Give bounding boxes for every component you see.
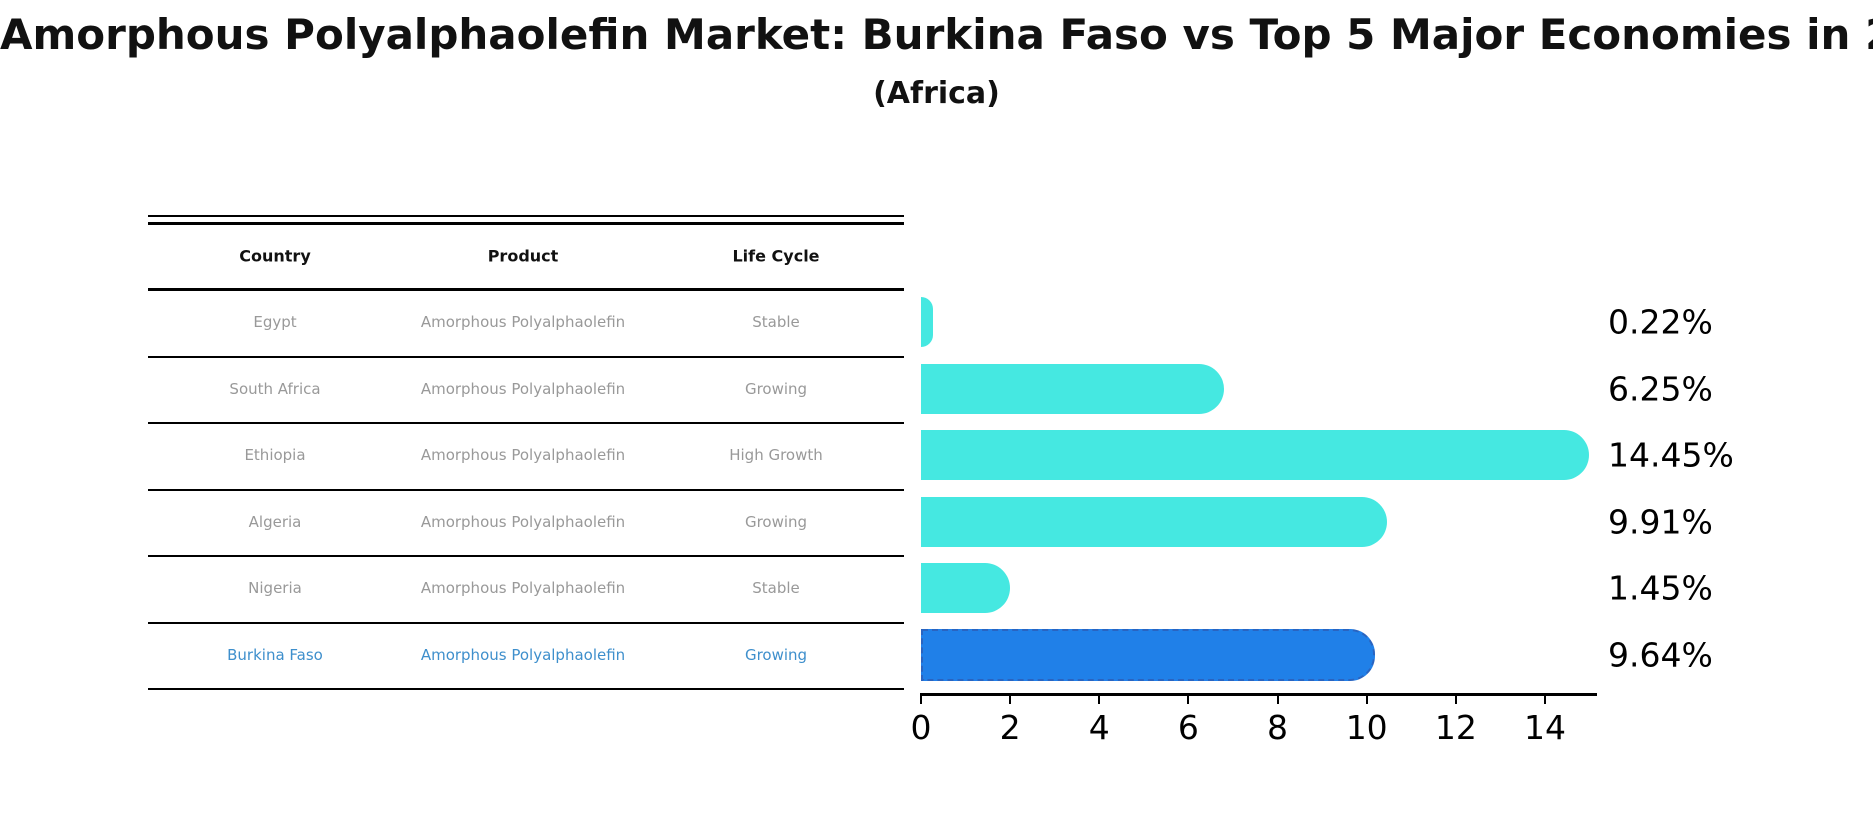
table-row-separator	[148, 555, 904, 558]
table-cell-product: Amorphous Polyalphaolefin	[420, 446, 626, 464]
table-cell-life-cycle: Growing	[744, 645, 808, 664]
table-cell-country: Algeria	[248, 512, 302, 531]
table-row-separator	[148, 488, 904, 491]
bar-value-label: 1.45%	[1608, 568, 1713, 608]
bar-value-label: 6.25%	[1608, 369, 1713, 408]
table-cell-country: Burkina Faso	[227, 645, 323, 664]
x-axis-line	[921, 693, 1597, 696]
x-tick-mark	[920, 693, 922, 704]
table-cell-product: Amorphous Polyalphaolefin	[420, 379, 626, 398]
table-cell-country: South Africa	[229, 379, 321, 398]
x-tick-mark	[1009, 693, 1012, 704]
table-cell-product: Amorphous Polyalphaolefin	[420, 313, 626, 331]
x-tick-mark	[1365, 693, 1368, 704]
table-cell-product: Amorphous Polyalphaolefin	[420, 645, 626, 664]
table-row-separator	[148, 422, 904, 425]
column-header-life-cycle: Life Cycle	[732, 246, 820, 266]
bar-value-label: 9.91%	[1608, 502, 1713, 541]
x-tick-label: 12	[1434, 708, 1477, 747]
bar-ethiopia	[921, 430, 1589, 480]
x-tick-label: 2	[999, 708, 1021, 747]
x-tick-mark	[1454, 693, 1457, 704]
table-cell-life-cycle: High Growth	[729, 446, 823, 464]
bar-nigeria	[921, 563, 1010, 613]
x-tick-label: 10	[1345, 708, 1388, 747]
x-tick-mark	[1187, 693, 1190, 704]
table-top-rule-thin	[148, 215, 904, 217]
x-tick-mark	[1098, 693, 1101, 704]
table-top-rule-thick	[148, 222, 904, 225]
table-row-separator	[148, 621, 904, 624]
bar-burkina-faso	[921, 628, 1375, 681]
x-tick-label: 0	[910, 708, 932, 747]
table-header-rule	[148, 288, 904, 291]
bar-value-label: 14.45%	[1608, 435, 1734, 475]
bar-value-label: 9.64%	[1608, 635, 1713, 674]
x-tick-label: 6	[1177, 708, 1199, 747]
chart-subtitle: (Africa)	[873, 76, 1000, 111]
column-header-product: Product	[487, 246, 559, 266]
table-bottom-rule	[148, 688, 904, 690]
column-header-country: Country	[239, 246, 311, 266]
table-cell-country: Ethiopia	[244, 446, 306, 464]
bar-value-label: 0.22%	[1608, 302, 1713, 342]
table-row-separator	[148, 355, 904, 358]
x-tick-label: 14	[1523, 708, 1566, 747]
table-cell-country: Egypt	[253, 313, 297, 331]
chart-title: Amorphous Polyalphaolefin Market: Burkin…	[0, 10, 1873, 59]
table-cell-product: Amorphous Polyalphaolefin	[420, 579, 626, 597]
x-tick-label: 4	[1088, 708, 1110, 747]
table-cell-life-cycle: Growing	[744, 379, 808, 398]
bar-egypt	[921, 297, 933, 347]
bar-south-africa	[921, 363, 1224, 414]
table-cell-life-cycle: Stable	[752, 579, 800, 597]
table-cell-life-cycle: Stable	[752, 313, 800, 331]
table-cell-country: Nigeria	[248, 579, 302, 597]
bar-algeria	[921, 496, 1387, 547]
x-tick-mark	[1543, 693, 1546, 704]
table-cell-product: Amorphous Polyalphaolefin	[420, 512, 626, 531]
table-cell-life-cycle: Growing	[744, 512, 808, 531]
x-tick-label: 8	[1267, 708, 1289, 747]
x-tick-mark	[1276, 693, 1279, 704]
